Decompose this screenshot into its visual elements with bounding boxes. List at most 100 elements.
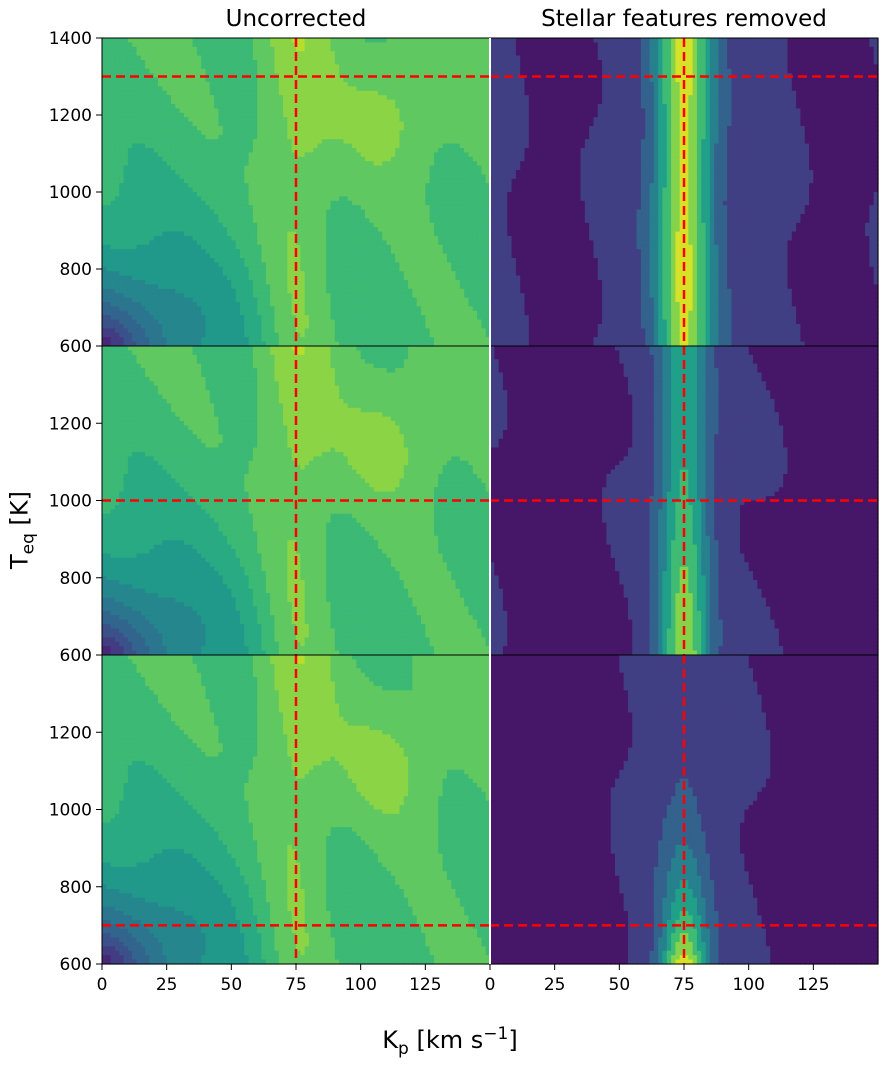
heatmap-cell bbox=[205, 223, 210, 228]
heatmap-cell bbox=[391, 104, 396, 109]
heatmap-cell bbox=[421, 157, 426, 162]
heatmap-cell bbox=[451, 254, 456, 259]
heatmap-cell bbox=[141, 144, 146, 149]
heatmap-cell bbox=[201, 82, 206, 87]
heatmap-cell bbox=[473, 166, 478, 171]
heatmap-cell bbox=[210, 214, 215, 219]
heatmap-cell bbox=[408, 157, 413, 162]
heatmap-cell bbox=[257, 196, 262, 201]
heatmap-cell bbox=[257, 267, 262, 272]
heatmap-cell bbox=[408, 236, 413, 241]
heatmap-cell bbox=[318, 86, 323, 91]
heatmap-cell bbox=[197, 267, 202, 272]
heatmap-cell bbox=[391, 196, 396, 201]
heatmap-cell bbox=[343, 271, 348, 276]
heatmap-cell bbox=[318, 174, 323, 179]
heatmap-cell bbox=[193, 161, 198, 166]
heatmap-cell bbox=[274, 100, 279, 105]
heatmap-cell bbox=[262, 135, 267, 140]
heatmap-cell bbox=[382, 69, 387, 74]
heatmap-cell bbox=[184, 100, 189, 105]
heatmap-cell bbox=[154, 152, 159, 157]
heatmap-cell bbox=[412, 64, 417, 69]
heatmap-cell bbox=[460, 64, 465, 69]
heatmap-cell bbox=[162, 205, 167, 210]
heatmap-cell bbox=[279, 174, 284, 179]
heatmap-cell bbox=[387, 82, 392, 87]
heatmap-cell bbox=[456, 56, 461, 61]
heatmap-cell bbox=[430, 258, 435, 263]
heatmap-cell bbox=[473, 64, 478, 69]
heatmap-cell bbox=[343, 254, 348, 259]
heatmap-cell bbox=[171, 196, 176, 201]
heatmap-cell bbox=[456, 271, 461, 276]
heatmap-cell bbox=[309, 117, 314, 122]
heatmap-cell bbox=[318, 205, 323, 210]
heatmap-cell bbox=[451, 126, 456, 131]
heatmap-cell bbox=[382, 126, 387, 131]
heatmap-cell bbox=[249, 214, 254, 219]
heatmap-cell bbox=[136, 108, 141, 113]
heatmap-cell bbox=[356, 240, 361, 245]
heatmap-cell bbox=[425, 56, 430, 61]
heatmap-cell bbox=[158, 249, 163, 254]
heatmap-cell bbox=[438, 227, 443, 232]
heatmap-cell bbox=[136, 86, 141, 91]
heatmap-cell bbox=[149, 205, 154, 210]
heatmap-cell bbox=[434, 188, 439, 193]
heatmap-cell bbox=[244, 245, 249, 250]
heatmap-cell bbox=[456, 249, 461, 254]
heatmap-cell bbox=[287, 38, 292, 43]
heatmap-cell bbox=[356, 104, 361, 109]
heatmap-cell bbox=[339, 183, 344, 188]
heatmap-cell bbox=[287, 104, 292, 109]
heatmap-cell bbox=[287, 108, 292, 113]
heatmap-cell bbox=[253, 240, 258, 245]
heatmap-cell bbox=[188, 223, 193, 228]
heatmap-cell bbox=[145, 280, 150, 285]
heatmap-cell bbox=[309, 47, 314, 52]
heatmap-cell bbox=[473, 100, 478, 105]
heatmap-cell bbox=[240, 201, 245, 206]
heatmap-cell bbox=[318, 262, 323, 267]
heatmap-cell bbox=[382, 100, 387, 105]
heatmap-cell bbox=[468, 82, 473, 87]
heatmap-cell bbox=[352, 214, 357, 219]
heatmap-cell bbox=[430, 166, 435, 171]
heatmap-cell bbox=[425, 214, 430, 219]
heatmap-cell bbox=[313, 113, 318, 118]
heatmap-cell bbox=[257, 135, 262, 140]
heatmap-cell bbox=[270, 51, 275, 56]
heatmap-cell bbox=[244, 130, 249, 135]
heatmap-cell bbox=[391, 86, 396, 91]
heatmap-cell bbox=[348, 276, 353, 281]
heatmap-cell bbox=[119, 157, 124, 162]
heatmap-cell bbox=[365, 117, 370, 122]
heatmap-cell bbox=[162, 183, 167, 188]
heatmap-cell bbox=[106, 236, 111, 241]
heatmap-cell bbox=[128, 42, 133, 47]
heatmap-cell bbox=[244, 122, 249, 127]
heatmap-cell bbox=[218, 108, 223, 113]
heatmap-cell bbox=[283, 183, 288, 188]
heatmap-cell bbox=[408, 117, 413, 122]
heatmap-cell bbox=[167, 262, 172, 267]
heatmap-cell bbox=[374, 258, 379, 263]
heatmap-cell bbox=[210, 130, 215, 135]
heatmap-cell bbox=[193, 280, 198, 285]
heatmap-cell bbox=[395, 60, 400, 65]
heatmap-cell bbox=[417, 174, 422, 179]
heatmap-cell bbox=[348, 148, 353, 153]
heatmap-cell bbox=[352, 240, 357, 245]
heatmap-cell bbox=[477, 38, 482, 43]
heatmap-cell bbox=[391, 51, 396, 56]
heatmap-cell bbox=[171, 130, 176, 135]
heatmap-cell bbox=[136, 188, 141, 193]
heatmap-cell bbox=[102, 227, 107, 232]
heatmap-cell bbox=[184, 223, 189, 228]
heatmap-cell bbox=[374, 157, 379, 162]
heatmap-cell bbox=[339, 86, 344, 91]
heatmap-cell bbox=[309, 271, 314, 276]
heatmap-cell bbox=[180, 47, 185, 52]
heatmap-cell bbox=[136, 271, 141, 276]
